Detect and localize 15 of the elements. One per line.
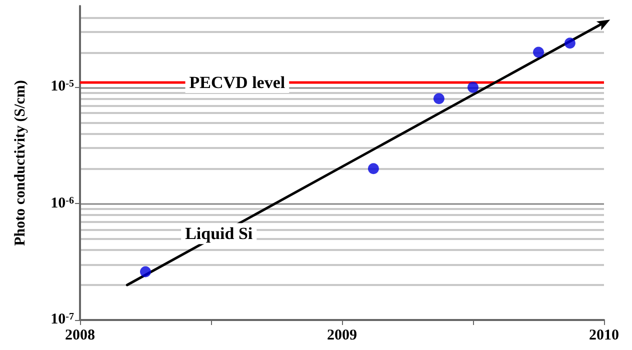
y-axis-title: Photo conductivity (S/cm) (12, 80, 28, 246)
point (433, 93, 444, 104)
point (533, 46, 544, 58)
point (564, 38, 576, 49)
annotation: Liquid Si (185, 224, 253, 244)
y-tick-label: 10$^{-7}$ (50, 312, 74, 328)
point (368, 163, 379, 174)
x-tick-label: 2009 (327, 328, 357, 344)
point (468, 82, 478, 93)
point (140, 266, 151, 278)
y-tick-label: 10$^{-5}$ (50, 78, 74, 95)
y-tick-label: 10$^{-6}$ (50, 195, 74, 212)
ref-line-label: PECVD level (189, 73, 286, 92)
x-tick-label: 2008 (65, 328, 95, 344)
x-tick-label: 2010 (589, 328, 619, 344)
